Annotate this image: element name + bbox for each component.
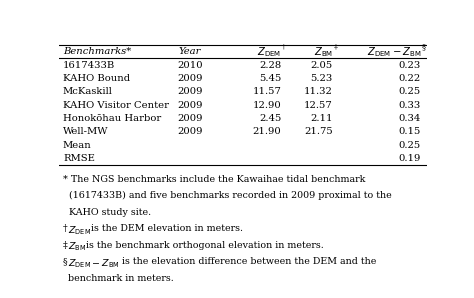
Text: 5.23: 5.23: [310, 74, 333, 83]
Text: 11.32: 11.32: [304, 87, 333, 96]
Text: 11.57: 11.57: [253, 87, 282, 96]
Text: 0.34: 0.34: [399, 114, 421, 123]
Text: 2009: 2009: [177, 114, 202, 123]
Text: 12.90: 12.90: [253, 101, 282, 110]
Text: $Z_{\mathrm{DEM}}$: $Z_{\mathrm{DEM}}$: [68, 224, 91, 237]
Text: 2009: 2009: [177, 74, 202, 83]
Text: 2.45: 2.45: [259, 114, 282, 123]
Text: Year: Year: [179, 47, 201, 56]
Text: Well-MW: Well-MW: [63, 128, 109, 136]
Text: KAHO Visitor Center: KAHO Visitor Center: [63, 101, 169, 110]
Text: 0.25: 0.25: [399, 87, 421, 96]
Text: 2009: 2009: [177, 101, 202, 110]
Text: †: †: [63, 224, 71, 233]
Text: 1617433B: 1617433B: [63, 60, 115, 69]
Text: 0.25: 0.25: [399, 141, 421, 150]
Text: (1617433B) and five benchmarks recorded in 2009 proximal to the: (1617433B) and five benchmarks recorded …: [63, 191, 392, 200]
Text: $Z_{\mathrm{BM}}$: $Z_{\mathrm{BM}}$: [314, 45, 333, 58]
Text: $Z_{\mathrm{DEM}}$: $Z_{\mathrm{DEM}}$: [257, 45, 282, 58]
Text: KAHO Bound: KAHO Bound: [63, 74, 130, 83]
Text: 21.90: 21.90: [253, 128, 282, 136]
Text: KAHO study site.: KAHO study site.: [63, 208, 151, 217]
Text: $Z_{\mathrm{BM}}$: $Z_{\mathrm{BM}}$: [68, 241, 86, 253]
Text: is the elevation difference between the DEM and the: is the elevation difference between the …: [122, 257, 377, 266]
Text: is the DEM elevation in meters.: is the DEM elevation in meters.: [91, 224, 243, 233]
Text: 2.11: 2.11: [310, 114, 333, 123]
Text: * The NGS benchmarks include the Kawaihae tidal benchmark: * The NGS benchmarks include the Kawaiha…: [63, 175, 365, 184]
Text: $Z_{\mathrm{DEM}}-Z_{\mathrm{BM}}$: $Z_{\mathrm{DEM}}-Z_{\mathrm{BM}}$: [68, 257, 120, 270]
Text: §: §: [63, 257, 71, 266]
Text: 5.45: 5.45: [259, 74, 282, 83]
Text: Mean: Mean: [63, 141, 91, 150]
Text: 0.22: 0.22: [399, 74, 421, 83]
Text: §: §: [421, 43, 426, 51]
Text: $Z_{\mathrm{DEM}}-Z_{\mathrm{BM}}$: $Z_{\mathrm{DEM}}-Z_{\mathrm{BM}}$: [367, 45, 421, 58]
Text: is the benchmark orthogonal elevation in meters.: is the benchmark orthogonal elevation in…: [86, 241, 324, 250]
Text: 0.23: 0.23: [399, 60, 421, 69]
Text: 0.33: 0.33: [399, 101, 421, 110]
Text: 2.28: 2.28: [259, 60, 282, 69]
Text: 0.15: 0.15: [399, 128, 421, 136]
Text: Benchmarks*: Benchmarks*: [63, 47, 131, 56]
Text: benchmark in meters.: benchmark in meters.: [68, 274, 174, 283]
Text: 21.75: 21.75: [304, 128, 333, 136]
Text: ‡: ‡: [333, 43, 337, 51]
Text: ‡: ‡: [63, 241, 71, 250]
Text: 2010: 2010: [177, 60, 202, 69]
Text: Honokōhau Harbor: Honokōhau Harbor: [63, 114, 161, 123]
Text: 2009: 2009: [177, 128, 202, 136]
Text: 12.57: 12.57: [304, 101, 333, 110]
Text: 2.05: 2.05: [310, 60, 333, 69]
Text: McKaskill: McKaskill: [63, 87, 113, 96]
Text: RMSE: RMSE: [63, 154, 95, 163]
Text: 0.19: 0.19: [399, 154, 421, 163]
Text: 2009: 2009: [177, 87, 202, 96]
Text: †: †: [282, 43, 286, 51]
